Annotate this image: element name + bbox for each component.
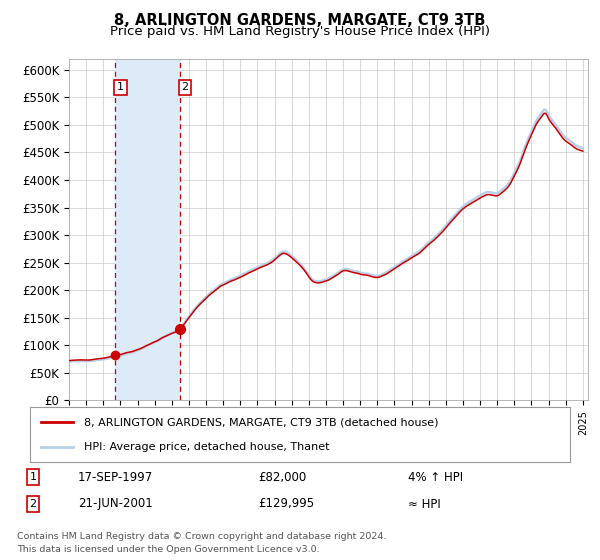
- Text: £129,995: £129,995: [258, 497, 314, 511]
- Text: 1: 1: [29, 472, 37, 482]
- Text: 17-SEP-1997: 17-SEP-1997: [78, 470, 153, 484]
- Text: 2: 2: [182, 82, 188, 92]
- Text: 4% ↑ HPI: 4% ↑ HPI: [408, 470, 463, 484]
- Text: 8, ARLINGTON GARDENS, MARGATE, CT9 3TB: 8, ARLINGTON GARDENS, MARGATE, CT9 3TB: [115, 13, 485, 28]
- Bar: [115, 59, 180, 400]
- Text: 2: 2: [29, 499, 37, 509]
- Text: 1: 1: [117, 82, 124, 92]
- Text: £82,000: £82,000: [258, 470, 306, 484]
- Text: HPI: Average price, detached house, Thanet: HPI: Average price, detached house, Than…: [84, 442, 329, 451]
- Text: ≈ HPI: ≈ HPI: [408, 497, 441, 511]
- Text: 21-JUN-2001: 21-JUN-2001: [78, 497, 153, 511]
- Text: Contains HM Land Registry data © Crown copyright and database right 2024.
This d: Contains HM Land Registry data © Crown c…: [17, 533, 386, 554]
- Text: Price paid vs. HM Land Registry's House Price Index (HPI): Price paid vs. HM Land Registry's House …: [110, 25, 490, 38]
- Text: 8, ARLINGTON GARDENS, MARGATE, CT9 3TB (detached house): 8, ARLINGTON GARDENS, MARGATE, CT9 3TB (…: [84, 418, 439, 427]
